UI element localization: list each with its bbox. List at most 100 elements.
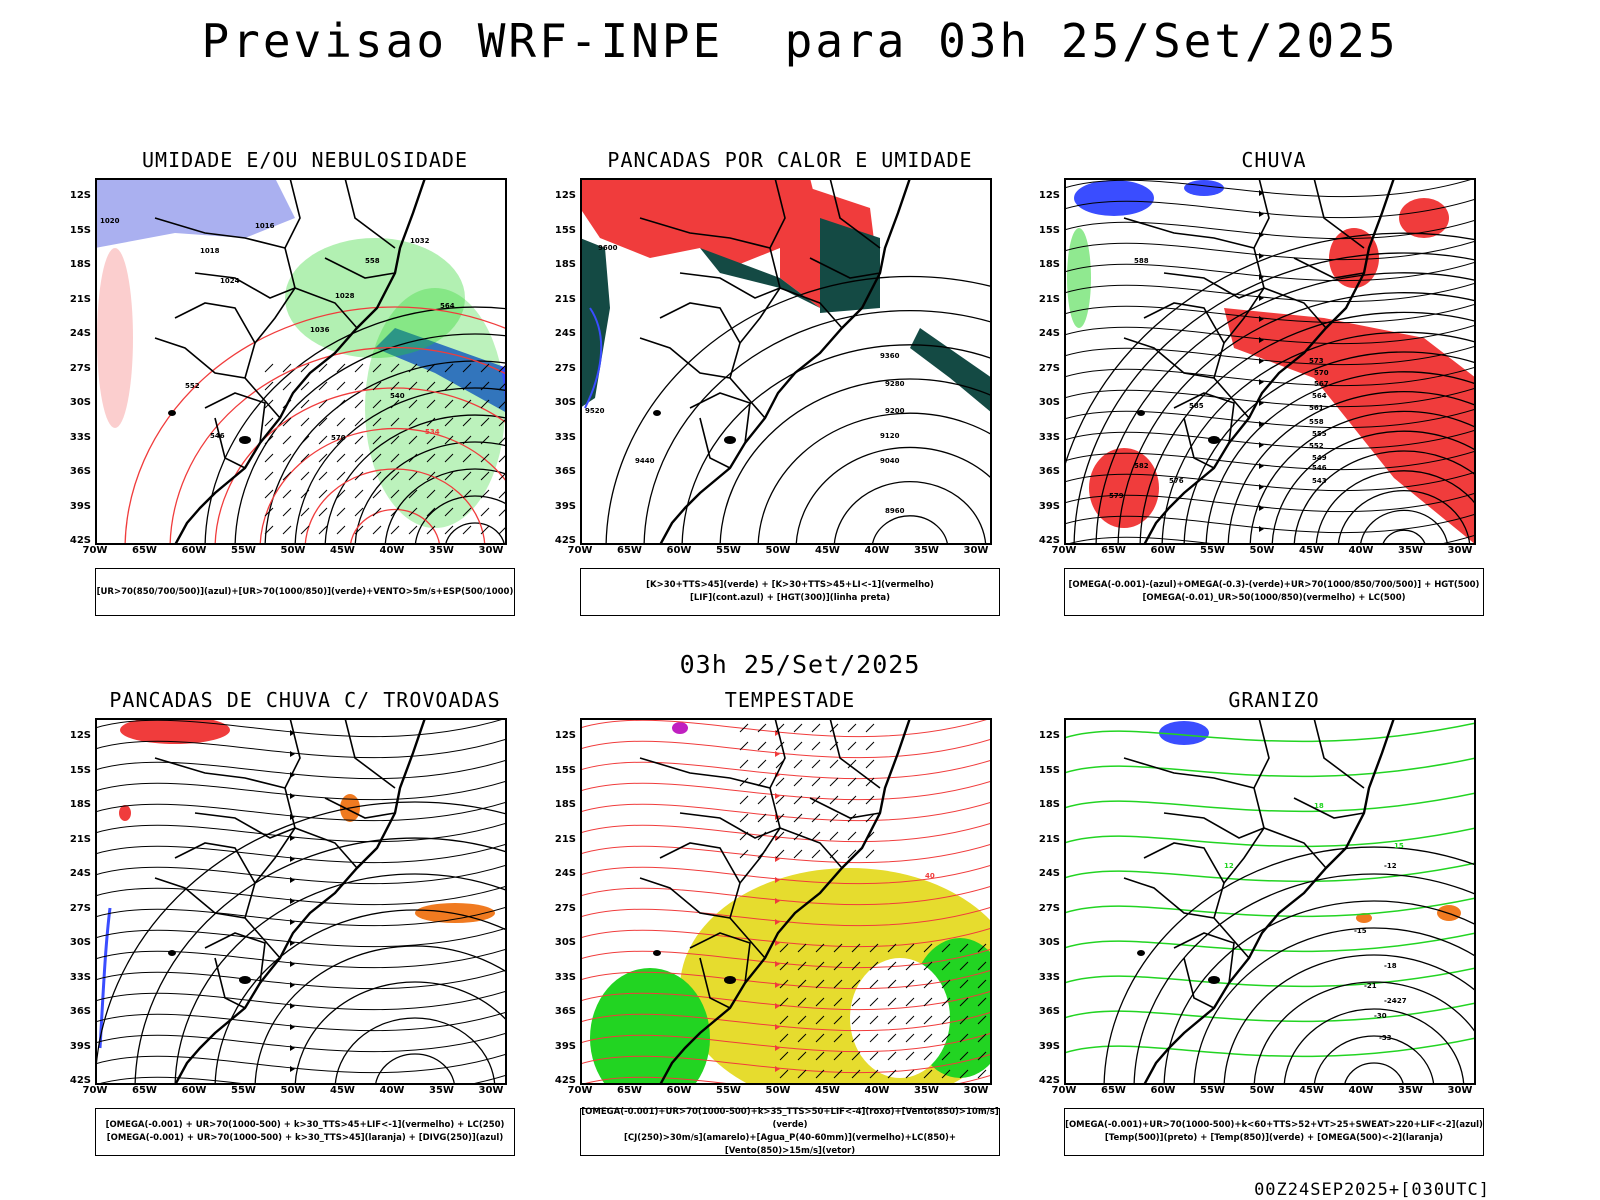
wind-vector [318,471,328,481]
panel-chuva: CHUVA 588 585 582 579 576 573 570 567 564 561 558 55… [1024,148,1494,628]
streamline-arc [254,945,507,1085]
lc500-streamline [1064,387,1476,408]
lake [239,436,251,444]
wind-vector [300,525,310,535]
streamline-arrow [1259,505,1264,511]
political-border [679,272,843,329]
contour-label: -30 [1374,1012,1387,1020]
political-border [1313,178,1365,249]
wind-vector [851,1015,861,1025]
wind-vector [462,471,472,481]
wind-vector [300,489,310,499]
wind-vector [300,381,310,391]
longitude-tick-label: 70W [1051,1085,1077,1096]
political-border [154,757,286,789]
hgt500-contour [1337,490,1471,545]
hgt300-contour [757,412,992,545]
longitude-tick-label: 60W [181,1085,207,1096]
political-border [1143,842,1225,919]
streamline-arrow [1259,421,1264,427]
wind-vector [833,961,843,971]
legend-box: [OMEGA(-0.001)-(azul)+OMEGA(-0.3)-(verde… [1064,568,1484,616]
hgt300-contour [795,446,992,545]
wind-vector [811,741,821,751]
wind-vector [426,453,436,463]
legend-box: [UR>70(850/700/500)](azul)+[UR>70(1000/8… [95,568,515,616]
wind-vector [811,831,821,841]
wind-vector [977,1033,987,1043]
latitude-tick-label: 30S [69,937,91,948]
wind-vector [779,961,789,971]
wind-vector [959,961,969,971]
wind-vector [390,471,400,481]
wind-vector [318,399,328,409]
wind-vector [282,381,292,391]
wind-vector [851,1051,861,1061]
latitude-tick-label: 33S [69,431,91,443]
contour-label: 567 [1314,380,1329,388]
legend-box: [OMEGA(-0.001) + UR>70(1000-500) + k>30_… [95,1108,515,1156]
political-border [344,718,396,789]
political-border [689,932,751,984]
wind-vector [797,943,807,953]
lake [1208,436,1220,444]
lake [168,410,176,416]
wind-vector [941,961,951,971]
lc250-streamline [95,906,507,927]
political-border [699,417,731,469]
longitude-tick-label: 30W [478,545,504,556]
wind-vector [480,489,490,499]
wind-vector [847,741,857,751]
legend-text: [OMEGA(-0.001) + UR>70(1000-500) + k>30_… [105,1120,505,1130]
political-border [1123,877,1250,959]
isobar [234,333,507,545]
temp850-contour [1064,792,1476,813]
contour-label: 1028 [335,292,355,300]
wind-vector [959,1015,969,1025]
lc850-streamline [580,1074,992,1085]
wind-vector [815,1015,825,1025]
wind-vector [815,961,825,971]
latitude-tick-label: 27S [1038,902,1060,914]
map-layers [95,718,507,1085]
contour-label: 552 [1309,442,1324,450]
streamline-arc [214,909,507,1085]
latitude-tick-label: 24S [69,328,91,339]
wind-vector [390,525,400,535]
streamline-arrow [290,1024,295,1030]
streamline-arrow [290,982,295,988]
thickness-contour [169,346,507,545]
political-border [659,842,741,919]
coastline [658,178,912,545]
wind-vector [462,525,472,535]
longitude-tick-label: 65W [132,545,157,556]
contour-label: -15 [1354,927,1367,935]
political-border [829,718,881,789]
latitude-tick-label: 18S [554,259,576,270]
wind-vector [793,795,803,805]
latitude-tick-label: 39S [1038,1040,1060,1052]
lc500-streamline [1064,324,1476,345]
political-border [639,757,771,789]
wind-vector [887,943,897,953]
wind-vector [336,453,346,463]
wind-vector [426,399,436,409]
legend-text: [OMEGA(-0.001)+UR>70(1000-500)+k>35_TTS>… [581,1107,999,1130]
latitude-tick-label: 15S [69,764,91,776]
forecast-map: -12 -15 -18 -21 -24-27 -30 -33 12 15 18 [1064,718,1476,1085]
wind-vector [372,525,382,535]
wind-vector [390,399,400,409]
wind-vector [480,399,490,409]
isobar [354,441,507,545]
wind-vector [959,997,969,1007]
wind-vector [336,399,346,409]
latitude-tick-label: 36S [1038,466,1060,477]
convection-potential [580,238,610,408]
wind-vector [264,417,274,427]
wind-vector [444,453,454,463]
wind-vector [977,1015,987,1025]
wind-vector [444,435,454,445]
streamline-arrow [1259,253,1264,259]
temp850-contour [1064,932,1476,953]
wind-vector [372,381,382,391]
